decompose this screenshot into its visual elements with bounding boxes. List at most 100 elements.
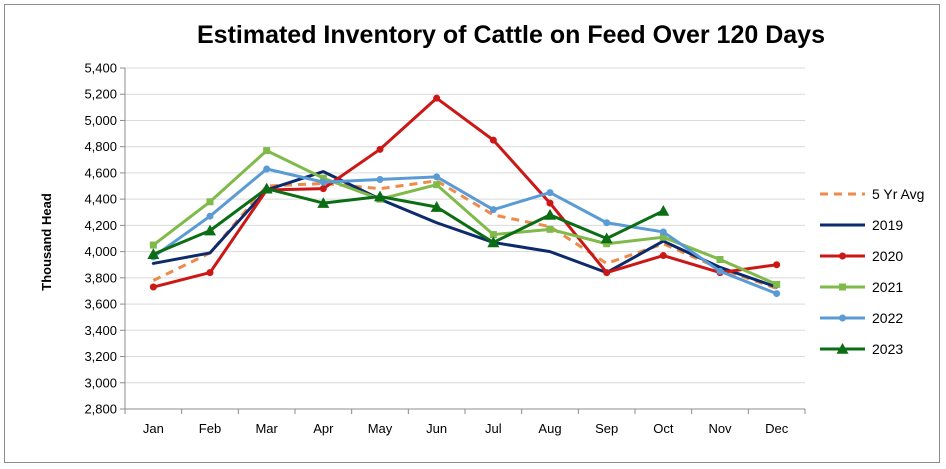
data-point [603, 219, 611, 227]
y-tick-label: 4,200 [84, 218, 117, 233]
legend-label: 5 Yr Avg [872, 186, 924, 202]
x-tick-label: Dec [765, 421, 789, 436]
series-5-yr-avg [152, 179, 778, 290]
data-point [317, 197, 330, 208]
x-tick-label: Mar [255, 421, 278, 436]
data-point [376, 175, 384, 183]
series-line [151, 167, 779, 296]
data-point [206, 269, 214, 277]
x-tick-label: Jan [143, 421, 164, 436]
data-point [773, 290, 781, 298]
data-point [489, 206, 497, 214]
series-2023 [147, 182, 670, 260]
y-tick-label: 4,000 [84, 244, 117, 259]
legend-marker [839, 252, 846, 260]
data-point [433, 181, 441, 189]
axes [124, 68, 806, 414]
data-point [319, 185, 327, 193]
data-point [319, 174, 327, 182]
y-tick-label: 4,600 [84, 165, 117, 180]
x-tick-label: Aug [538, 421, 561, 436]
x-tick-labels: Jan Feb Mar Apr May Jun Jul Aug Sep Oct Nov Dec [143, 421, 789, 436]
data-point [600, 232, 613, 244]
legend-label: 2022 [872, 310, 903, 326]
series-line [151, 187, 665, 256]
data-point [149, 283, 157, 291]
data-point [260, 182, 273, 194]
data-point [544, 208, 556, 220]
y-tick-label: 3,000 [84, 375, 117, 390]
series-2021 [149, 147, 781, 288]
data-point [603, 240, 611, 248]
data-point [489, 136, 497, 144]
y-tick-labels: 2,800 3,000 3,200 3,400 3,600 3,800 4,000 4,200… [84, 61, 117, 417]
legend-item: 2020 [820, 248, 903, 264]
data-point [433, 173, 441, 181]
y-tick-label: 5,400 [84, 61, 117, 76]
data-point [716, 255, 724, 263]
y-tick-label: 5,200 [84, 87, 117, 102]
y-tick-label: 4,800 [84, 139, 117, 154]
data-point [659, 252, 667, 260]
data-point [204, 224, 216, 236]
data-point [657, 204, 670, 216]
chart-title: Estimated Inventory of Cattle on Feed Ov… [197, 21, 825, 49]
legend-marker [839, 314, 846, 322]
legend-marker [839, 283, 846, 291]
legend-item: 2019 [820, 217, 903, 233]
data-point [773, 261, 781, 269]
series-group [147, 94, 781, 298]
x-tick-label: Sep [595, 421, 618, 436]
legend-label: 2020 [872, 248, 903, 264]
chart-frame: Estimated Inventory of Cattle on Feed Ov… [4, 4, 940, 463]
data-point [376, 145, 384, 153]
data-point [603, 269, 611, 277]
y-tick-label: 3,800 [84, 270, 117, 285]
data-point [206, 198, 214, 206]
x-tick-label: Nov [708, 421, 732, 436]
y-tick-label: 3,400 [84, 323, 117, 338]
data-point [147, 248, 160, 260]
x-tick-label: Jul [485, 421, 502, 436]
y-axis-title: Thousand Head [39, 193, 54, 291]
x-tick-label: Oct [653, 421, 674, 436]
series-line [151, 149, 779, 286]
legend-item: 2023 [820, 341, 903, 357]
legend-marker [836, 343, 849, 354]
data-point [206, 212, 214, 220]
x-tick-label: Apr [313, 421, 334, 436]
data-point [263, 165, 271, 173]
series-line [151, 170, 779, 289]
series-2022 [149, 165, 781, 298]
y-tick-label: 4,400 [84, 192, 117, 207]
legend: 5 Yr Avg 2019 2020 2021 2022 2023 [820, 186, 924, 357]
data-point [659, 228, 667, 236]
data-point [546, 225, 554, 233]
legend-item: 2021 [820, 279, 903, 295]
y-tick-label: 2,800 [84, 402, 117, 417]
data-point [716, 267, 724, 275]
data-point [319, 178, 327, 186]
data-point [374, 190, 386, 202]
legend-item: 5 Yr Avg [820, 186, 924, 202]
legend-label: 2019 [872, 217, 903, 233]
data-point [263, 147, 271, 155]
y-tick-label: 5,000 [84, 113, 117, 128]
series-line [152, 179, 778, 290]
x-tick-label: Jun [426, 421, 447, 436]
series-line [151, 96, 779, 289]
data-point [433, 94, 441, 102]
legend-label: 2023 [872, 341, 903, 357]
x-tick-label: Feb [199, 421, 221, 436]
y-tick-label: 3,600 [84, 297, 117, 312]
legend-label: 2021 [872, 279, 903, 295]
data-point [546, 189, 554, 197]
x-tick-label: May [368, 421, 393, 436]
data-point [773, 280, 781, 288]
y-tick-label: 3,200 [84, 349, 117, 364]
legend-item: 2022 [820, 310, 903, 326]
data-point [489, 231, 497, 239]
data-point [430, 201, 443, 212]
data-point [659, 233, 667, 241]
series-2019 [151, 170, 779, 289]
